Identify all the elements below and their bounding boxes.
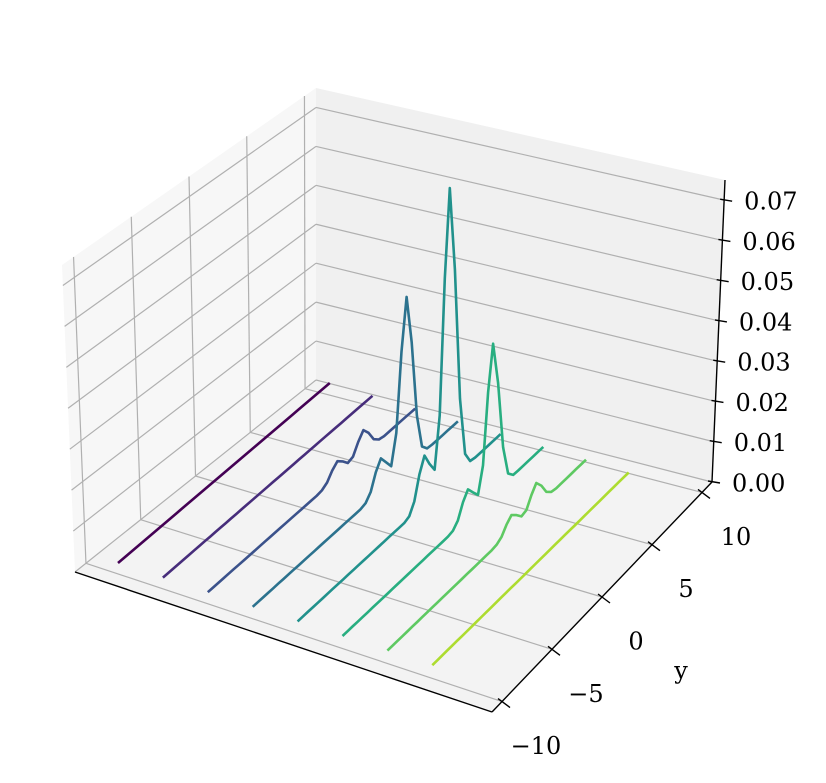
z-tick [720,198,733,202]
z-tick-label: 0.01 [734,429,787,457]
z-tick-label: 0.07 [744,188,797,216]
z-tick [707,480,721,484]
grid-line [315,184,721,282]
left-pane [62,88,316,572]
series-line [117,382,331,564]
grid-line [315,145,723,241]
grid-line [250,431,653,546]
grid-line [85,562,503,703]
grid-line [315,340,714,443]
lines [117,186,630,667]
grid-line [303,96,306,389]
y-tick [497,697,511,709]
y-tick [597,593,611,604]
z-tick-label: 0.00 [732,470,785,498]
grid-line [62,106,317,286]
grid-line [65,184,317,368]
grid-line [72,256,87,564]
grid-line [74,379,317,573]
z-tick-label: 0.05 [741,268,794,296]
z-tick [714,319,728,323]
z-tick-label: 0.03 [737,349,790,377]
y-tick [647,541,661,552]
x-axis [74,571,493,713]
series-line [386,458,587,652]
z-tick-label: 0.02 [735,389,788,417]
grid-line [315,262,718,362]
series-line [251,295,459,608]
y-tick [547,645,561,656]
ticks: −10−5 0 5 10 0.00 0.01 0.02 0.03 0.04 0.05 0.06 0.0… [497,188,798,760]
z-tick [711,399,724,404]
grid-line [64,145,317,327]
y-tick-label: 10 [721,523,752,551]
grid-line [188,176,197,477]
grid-line [71,301,317,491]
z-tick-label: 0.04 [739,308,792,336]
z-tick [709,440,722,444]
series-line [162,394,374,579]
grid-line [246,136,251,433]
y-tick-label: 5 [678,575,693,603]
z-tick [716,278,729,283]
z-tick [713,359,726,363]
grid-line [69,262,317,450]
grid-line [315,223,720,322]
back-pane [316,88,725,482]
grid-line [140,519,553,650]
grid-line [130,216,142,520]
y-tick [697,488,711,500]
grid-line [315,301,716,403]
grid-line [67,223,317,409]
z-tick-label: 0.06 [742,228,795,256]
series-line [341,342,545,637]
series-line [206,407,417,594]
grid [62,96,725,703]
z-axis [711,179,726,483]
grid-line [72,340,317,532]
grid-line [195,475,603,598]
grid-line [315,379,713,483]
grid-line [315,106,725,201]
series-line [431,471,630,667]
y-axis-label: y [673,657,688,685]
y-tick-label: −10 [511,732,562,760]
y-tick-label: −5 [568,680,603,708]
z-tick [718,238,731,243]
y-tick-label: 0 [628,628,643,656]
series-line [296,186,502,623]
